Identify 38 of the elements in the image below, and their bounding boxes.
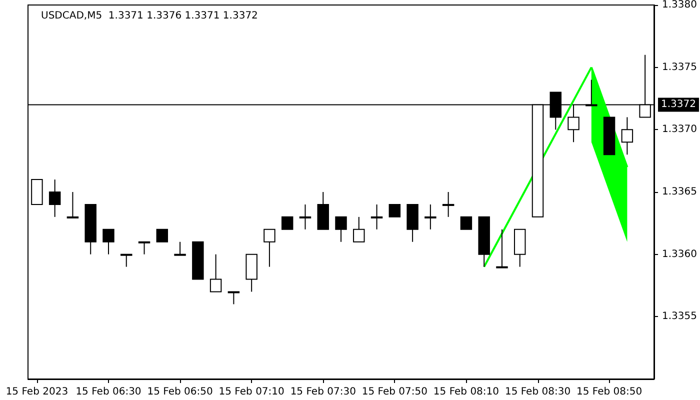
x-tick-label: 15 Feb 07:10 [218, 386, 284, 398]
x-tick-label: 15 Feb 07:30 [290, 386, 356, 398]
candlestick [156, 228, 168, 242]
x-tick-label: 15 Feb 2023 [6, 386, 68, 398]
candlestick [102, 228, 114, 255]
candlestick [299, 204, 312, 230]
y-tick-label: 1.3370 [662, 124, 698, 136]
y-tick-label: 1.3380 [662, 0, 698, 10]
candlestick [210, 254, 222, 292]
candlestick [496, 228, 508, 268]
x-tick-label: 15 Feb 06:30 [76, 386, 142, 398]
candlestick [138, 241, 150, 255]
x-tick-label: 15 Feb 08:30 [504, 386, 571, 398]
candlestick [353, 216, 365, 242]
x-tick-label: 15 Feb 08:50 [576, 386, 642, 398]
candlestick [66, 192, 79, 218]
candlestick [264, 228, 276, 268]
y-tick-label: 1.3375 [662, 62, 698, 73]
candlestick [442, 192, 454, 218]
ref-line-label: 1.3372 [661, 99, 696, 110]
y-tick-label: 1.3360 [662, 248, 698, 260]
text: USDCAD,M5 1.3371 1.3376 1.3371 1.3372 [41, 10, 258, 22]
candlestick [460, 216, 472, 230]
y-tick-label: 1.3365 [662, 186, 698, 198]
x-tick-label: 15 Feb 07:50 [362, 386, 428, 398]
candlestick [424, 204, 436, 230]
candlestick [120, 254, 132, 268]
candlestick [228, 291, 240, 305]
x-tick-label: 15 Feb 08:10 [433, 386, 500, 398]
candlestick [48, 179, 61, 218]
candlestick [174, 241, 186, 256]
y-tick-label: 1.3355 [662, 311, 698, 322]
candlestick [370, 204, 383, 230]
candlestick [281, 216, 294, 230]
candlestick [388, 204, 401, 218]
candlestick [335, 216, 347, 242]
x-tick-label: 15 Feb 06:50 [147, 386, 213, 398]
candlestick [621, 116, 634, 156]
